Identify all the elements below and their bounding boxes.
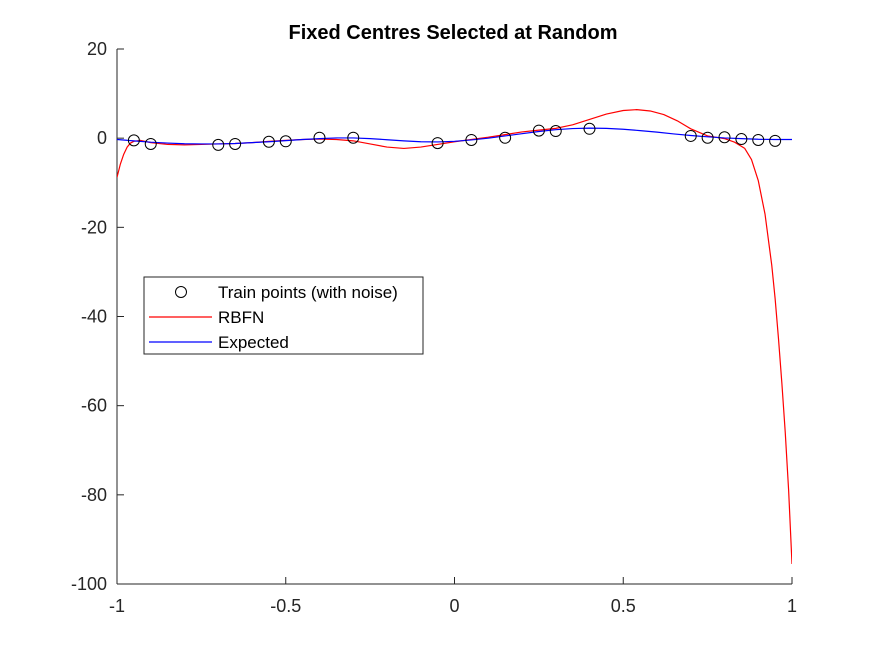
train-point [127, 134, 140, 147]
train-point [769, 134, 782, 147]
y-tick-label: 0 [97, 128, 107, 148]
x-tick-label: -0.5 [270, 596, 301, 616]
x-tick-label: -1 [109, 596, 125, 616]
y-tick-label: -80 [81, 485, 107, 505]
y-tick-label: -40 [81, 307, 107, 327]
train-point [229, 137, 242, 150]
train-point [718, 131, 731, 144]
legend: Train points (with noise) RBFN Expected [143, 276, 424, 355]
train-point [465, 133, 478, 146]
legend-label: Train points (with noise) [218, 283, 398, 302]
plot-area [117, 109, 792, 564]
x-tick-label: 0.5 [611, 596, 636, 616]
train-point [499, 131, 512, 144]
x-tick-label: 0 [449, 596, 459, 616]
train-point [279, 135, 292, 148]
legend-marker-circle [175, 286, 187, 298]
train-point [735, 133, 748, 146]
legend-label: Expected [218, 333, 289, 352]
y-tick-label: -100 [71, 574, 107, 594]
train-point [313, 131, 326, 144]
x-tick-label: 1 [787, 596, 797, 616]
x-axis: -1 -0.5 0 0.5 1 [109, 577, 797, 616]
series-line-rbfn [117, 109, 792, 564]
legend-box [143, 276, 424, 355]
y-tick-label: -20 [81, 217, 107, 237]
train-point [212, 138, 225, 151]
train-point [549, 125, 562, 138]
train-point [431, 137, 444, 150]
train-point [532, 124, 545, 137]
y-tick-label: 20 [87, 39, 107, 59]
y-axis: -100 -80 -60 -40 -20 0 20 [71, 39, 124, 594]
chart-title: Fixed Centres Selected at Random [289, 22, 618, 44]
train-point [347, 131, 360, 144]
train-point [583, 122, 596, 135]
train-point [144, 137, 157, 150]
train-point [701, 131, 714, 144]
legend-label: RBFN [218, 308, 264, 327]
train-point [684, 129, 697, 142]
y-tick-label: -60 [81, 396, 107, 416]
train-point [262, 135, 275, 148]
train-point [752, 133, 765, 146]
